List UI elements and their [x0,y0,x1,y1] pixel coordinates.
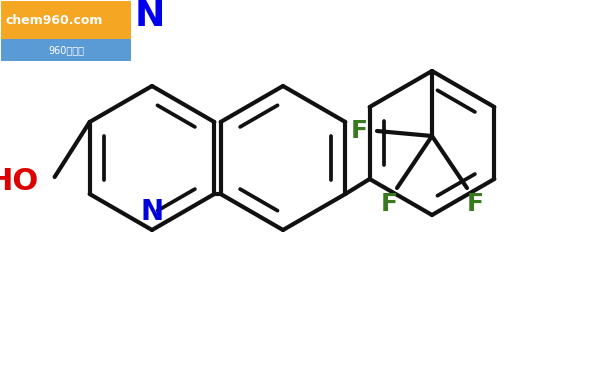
Text: F: F [466,192,483,216]
FancyBboxPatch shape [1,39,131,61]
FancyBboxPatch shape [1,1,131,41]
Text: N: N [140,198,163,226]
Text: N: N [135,0,165,33]
Text: chem960.com: chem960.com [6,15,103,27]
Text: F: F [350,119,367,143]
Text: HO: HO [0,168,38,196]
Text: 960化工网: 960化工网 [48,45,84,55]
Text: F: F [381,192,397,216]
